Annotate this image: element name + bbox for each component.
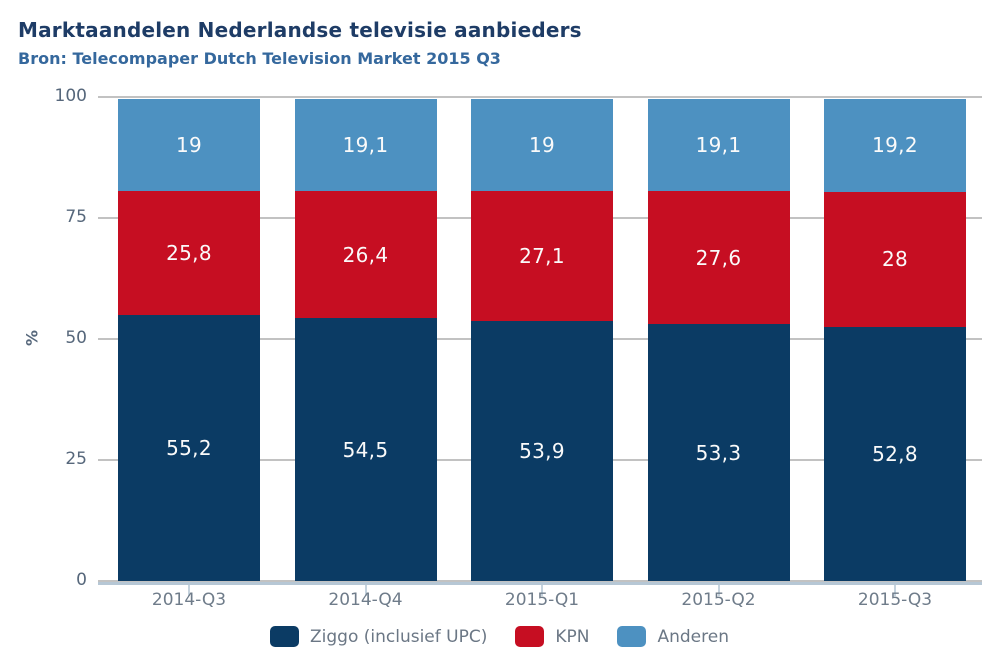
chart-subtitle: Bron: Telecompaper Dutch Television Mark… <box>18 49 501 68</box>
y-tick-label-25: 25 <box>65 449 87 469</box>
bar-value-label: 53,9 <box>519 439 565 464</box>
x-axis-label-2015-Q2: 2015-Q2 <box>681 590 756 610</box>
bar-value-label: 53,3 <box>695 440 742 465</box>
bar-value-label: 27,6 <box>695 245 742 270</box>
bar-value-label: 52,8 <box>872 441 918 466</box>
legend-swatch <box>515 626 545 647</box>
bar-value-label: 26,4 <box>342 242 389 267</box>
bar-value-label: 28 <box>881 247 909 272</box>
bar-value-label: 19 <box>528 132 556 157</box>
bar-segment-2015-Q3[interactable]: 28 <box>824 191 966 327</box>
bar-value-label: 25,8 <box>166 240 212 265</box>
x-axis-label-2014-Q3: 2014-Q3 <box>151 590 227 610</box>
bar-segment-2014-Q4[interactable]: 19,1 <box>294 99 437 192</box>
bar-value-label: 54,5 <box>342 437 389 462</box>
bar-value-label: 19 <box>175 132 203 157</box>
x-axis-line <box>98 582 982 585</box>
bar-segment-2014-Q4[interactable]: 54,5 <box>294 318 437 581</box>
bar-segment-2014-Q3[interactable]: 55,2 <box>118 314 260 581</box>
legend-label: KPN <box>555 626 590 647</box>
bar-segment-2015-Q1[interactable]: 19 <box>471 99 613 191</box>
x-axis-label-2015-Q1: 2015-Q1 <box>504 590 580 610</box>
y-tick-label-100: 100 <box>54 86 87 106</box>
legend-swatch <box>270 626 299 647</box>
legend-item-anderen[interactable]: Anderen <box>617 626 729 647</box>
bar-value-label: 27,1 <box>519 243 565 268</box>
x-tick-2015-Q1 <box>541 585 543 596</box>
x-axis-label-2015-Q3: 2015-Q3 <box>857 590 933 610</box>
bar-value-label: 19,1 <box>695 133 742 158</box>
bar-2015-Q3: 52,8 28 19,2 <box>824 99 966 581</box>
bar-segment-2014-Q4[interactable]: 26,4 <box>294 191 437 319</box>
y-tick-label-75: 75 <box>65 207 87 227</box>
legend-label: Ziggo (inclusief UPC) <box>310 626 488 647</box>
y-tick-label-0: 0 <box>76 570 87 590</box>
legend-item-ziggo[interactable]: Ziggo (inclusief UPC) <box>270 626 487 647</box>
x-tick-2015-Q3 <box>894 585 896 596</box>
bar-value-label: 19,1 <box>342 133 389 158</box>
bar-segment-2014-Q3[interactable]: 19 <box>118 99 260 191</box>
bar-2015-Q2: 53,3 27,6 19,1 <box>647 99 790 581</box>
gridline-100 <box>98 96 982 98</box>
chart-title: Marktaandelen Nederlandse televisie aanb… <box>18 18 582 42</box>
x-axis-label-2014-Q4: 2014-Q4 <box>328 590 403 610</box>
bar-2014-Q3: 55,2 25,8 19 <box>118 99 260 581</box>
gridline-0 <box>98 580 982 582</box>
y-tick-label-50: 50 <box>65 328 87 348</box>
bar-segment-2014-Q3[interactable]: 25,8 <box>118 190 260 315</box>
bar-segment-2015-Q3[interactable]: 19,2 <box>824 99 966 192</box>
bar-segment-2015-Q3[interactable]: 52,8 <box>824 326 966 581</box>
bar-segment-2015-Q1[interactable]: 27,1 <box>471 190 613 322</box>
x-tick-2014-Q3 <box>188 585 190 596</box>
bar-value-label: 55,2 <box>166 435 212 460</box>
bar-2014-Q4: 54,5 26,4 19,1 <box>294 99 437 581</box>
x-tick-2015-Q2 <box>717 585 720 596</box>
legend-item-kpn[interactable]: KPN <box>515 626 589 647</box>
legend: Ziggo (inclusief UPC) KPN Anderen <box>0 626 999 647</box>
bar-segment-2015-Q1[interactable]: 53,9 <box>471 321 613 581</box>
bar-value-label: 19,2 <box>872 133 918 158</box>
x-tick-2014-Q4 <box>364 585 367 596</box>
bar-2015-Q1: 53,9 27,1 19 <box>471 99 613 581</box>
bar-segment-2015-Q2[interactable]: 19,1 <box>647 99 790 192</box>
legend-swatch <box>617 626 647 647</box>
bar-segment-2015-Q2[interactable]: 27,6 <box>647 191 790 325</box>
legend-label: Anderen <box>657 626 729 647</box>
bar-segment-2015-Q2[interactable]: 53,3 <box>647 324 790 581</box>
